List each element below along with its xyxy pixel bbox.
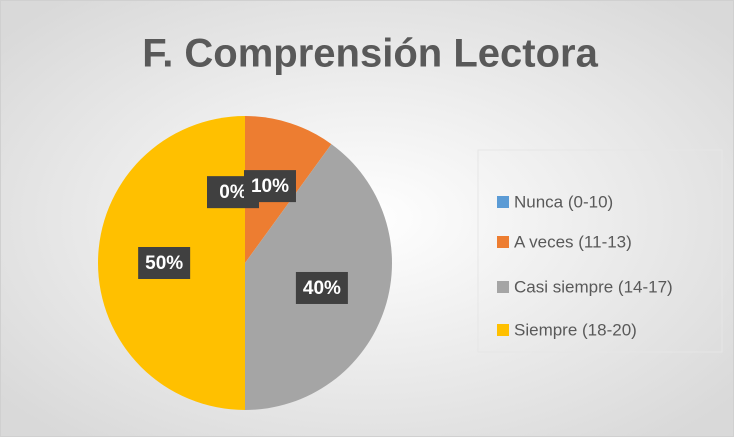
data-label: 40% [295, 271, 348, 304]
data-label-text: 50% [145, 253, 183, 274]
legend-box [477, 149, 723, 353]
legend-swatch [497, 324, 509, 336]
data-label: 50% [138, 247, 191, 279]
data-label-box [295, 271, 348, 304]
legend-label: Nunca (0-10) [514, 192, 613, 211]
data-label-text: 0% [219, 182, 247, 203]
legend: Nunca (0-10) A veces (11-13) Casi siempre … [497, 192, 673, 339]
data-label-box [243, 170, 296, 203]
data-label-text: 10% [251, 176, 289, 197]
data-labels: 0% 10% 40% 50% [138, 170, 348, 304]
data-label-box [138, 247, 191, 279]
legend-label: Siempre (18-20) [514, 320, 637, 339]
chart-title: F. Comprensión Lectora [142, 32, 598, 76]
legend-swatch [497, 196, 509, 208]
legend-swatch [497, 281, 509, 293]
legend-swatch [497, 236, 509, 248]
data-label-text: 40% [303, 278, 341, 299]
legend-label: A veces (11-13) [514, 232, 632, 251]
legend-label: Casi siempre (14-17) [514, 277, 673, 296]
data-label: 10% [243, 170, 296, 203]
